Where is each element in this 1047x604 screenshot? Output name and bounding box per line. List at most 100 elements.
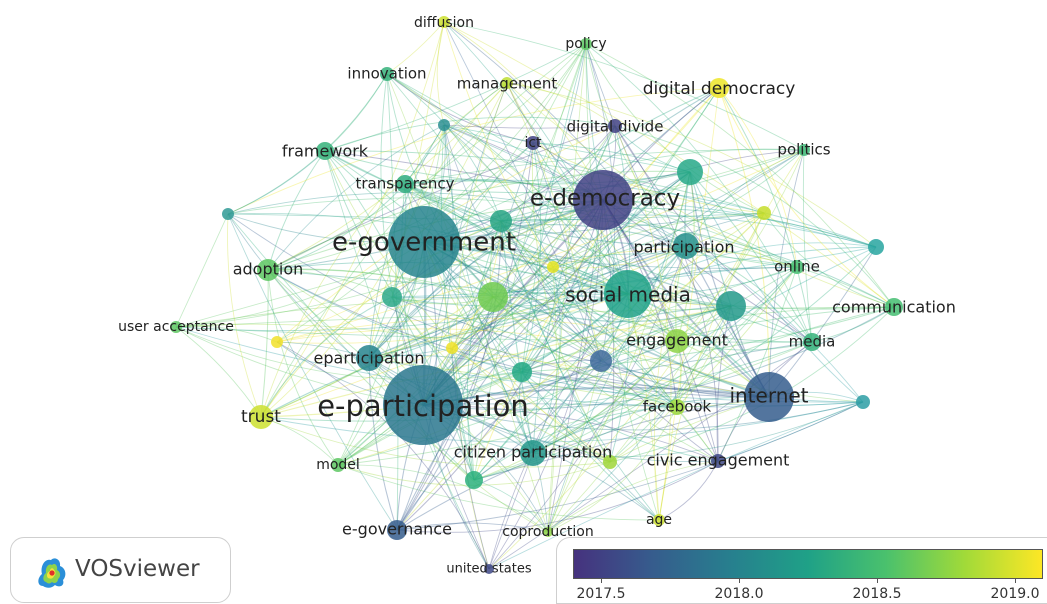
network-link bbox=[276, 328, 770, 398]
keyword-node-online[interactable] bbox=[790, 260, 804, 274]
keyword-node[interactable] bbox=[271, 336, 283, 348]
network-link bbox=[521, 306, 895, 373]
network-link bbox=[717, 266, 798, 462]
network-link bbox=[396, 460, 719, 533]
keyword-node-age[interactable] bbox=[653, 514, 665, 526]
keyword-label-ict[interactable]: ict bbox=[524, 135, 542, 151]
keyword-node-social-media[interactable] bbox=[604, 270, 652, 318]
keyword-node-digital-divide[interactable] bbox=[608, 119, 622, 133]
keyword-node-user-acceptance[interactable] bbox=[170, 321, 182, 333]
keyword-label-trust[interactable]: trust bbox=[241, 407, 281, 427]
keyword-node-transparency[interactable] bbox=[396, 175, 414, 193]
keyword-label-digital-democracy[interactable]: digital democracy bbox=[643, 79, 796, 99]
network-link bbox=[506, 82, 877, 248]
keyword-label-coproduction[interactable]: coproduction bbox=[502, 524, 593, 540]
network-link bbox=[423, 214, 877, 248]
keyword-node[interactable] bbox=[478, 282, 508, 312]
network-link bbox=[260, 305, 732, 418]
keyword-node[interactable] bbox=[677, 159, 703, 185]
keyword-label-social-media[interactable]: social media bbox=[565, 283, 691, 307]
keyword-node-citizen-participation[interactable] bbox=[520, 440, 546, 466]
network-link bbox=[423, 148, 805, 243]
keyword-node-eparticipation[interactable] bbox=[356, 345, 382, 371]
keyword-node[interactable] bbox=[490, 210, 512, 232]
keyword-node-media[interactable] bbox=[803, 333, 821, 351]
keyword-label-united-states[interactable]: united states bbox=[446, 562, 532, 577]
network-link bbox=[614, 125, 719, 462]
keyword-node-participation[interactable] bbox=[673, 233, 699, 259]
keyword-label-framework[interactable]: framework bbox=[282, 142, 369, 161]
network-link bbox=[423, 241, 770, 398]
keyword-node-diffusion[interactable] bbox=[438, 16, 450, 28]
keyword-node-facebook[interactable] bbox=[669, 399, 685, 415]
keyword-label-e-participation[interactable]: e-participation bbox=[317, 389, 529, 423]
network-link bbox=[488, 452, 534, 570]
keyword-label-model[interactable]: model bbox=[316, 457, 360, 473]
network-link bbox=[602, 199, 877, 248]
network-link bbox=[368, 266, 798, 359]
keyword-node-digital-democracy[interactable] bbox=[709, 78, 729, 98]
network-link bbox=[492, 296, 719, 462]
keyword-label-online[interactable]: online bbox=[774, 258, 820, 276]
keyword-node-model[interactable] bbox=[331, 458, 345, 472]
keyword-node-policy[interactable] bbox=[580, 38, 592, 50]
keyword-label-management[interactable]: management bbox=[457, 75, 558, 93]
keyword-node[interactable] bbox=[856, 395, 870, 409]
keyword-node[interactable] bbox=[868, 239, 884, 255]
keyword-label-civic-engagement[interactable]: civic engagement bbox=[647, 451, 790, 470]
keyword-label-innovation[interactable]: innovation bbox=[347, 65, 426, 83]
keyword-node[interactable] bbox=[222, 208, 234, 220]
keyword-node-engagement[interactable] bbox=[665, 329, 689, 353]
keyword-node-e-governance[interactable] bbox=[387, 520, 407, 540]
keyword-label-age[interactable]: age bbox=[646, 512, 672, 528]
keyword-node-coproduction[interactable] bbox=[543, 527, 553, 537]
keyword-node-e-government[interactable] bbox=[388, 206, 460, 278]
keyword-node-e-participation[interactable] bbox=[383, 365, 463, 445]
keyword-node-civic-engagement[interactable] bbox=[711, 454, 725, 468]
keyword-node-management[interactable] bbox=[501, 77, 513, 89]
keyword-node-e-democracy[interactable] bbox=[573, 170, 633, 230]
keyword-label-eparticipation[interactable]: eparticipation bbox=[314, 349, 425, 368]
keyword-node-ict[interactable] bbox=[526, 136, 540, 150]
keyword-label-e-government[interactable]: e-government bbox=[332, 228, 516, 258]
keyword-label-participation[interactable]: participation bbox=[633, 238, 734, 257]
keyword-node-framework[interactable] bbox=[316, 142, 334, 160]
keyword-label-communication[interactable]: communication bbox=[832, 298, 956, 317]
network-link bbox=[521, 371, 719, 462]
keyword-label-transparency[interactable]: transparency bbox=[356, 175, 455, 193]
keyword-node-trust[interactable] bbox=[249, 405, 273, 429]
keyword-node[interactable] bbox=[590, 350, 612, 372]
keyword-label-adoption[interactable]: adoption bbox=[233, 260, 304, 279]
keyword-label-citizen-participation[interactable]: citizen participation bbox=[454, 443, 613, 462]
keyword-node-adoption[interactable] bbox=[257, 259, 279, 281]
keyword-label-user-acceptance[interactable]: user acceptance bbox=[118, 319, 234, 335]
network-link bbox=[473, 396, 770, 481]
network-link bbox=[267, 269, 475, 481]
keyword-label-e-governance[interactable]: e-governance bbox=[342, 520, 452, 539]
keyword-node[interactable] bbox=[716, 291, 746, 321]
keyword-label-politics[interactable]: politics bbox=[777, 141, 830, 159]
keyword-label-internet[interactable]: internet bbox=[729, 384, 808, 408]
keyword-node-politics[interactable] bbox=[798, 144, 810, 156]
keyword-node[interactable] bbox=[382, 287, 402, 307]
keyword-node[interactable] bbox=[757, 206, 771, 220]
keyword-node-united-states[interactable] bbox=[484, 564, 494, 574]
network-link bbox=[260, 21, 445, 418]
keyword-node[interactable] bbox=[547, 261, 559, 273]
keyword-label-facebook[interactable]: facebook bbox=[643, 398, 712, 416]
keyword-node[interactable] bbox=[512, 362, 532, 382]
keyword-label-media[interactable]: media bbox=[789, 333, 836, 351]
keyword-node[interactable] bbox=[438, 119, 450, 131]
network-link bbox=[391, 296, 678, 408]
keyword-label-diffusion[interactable]: diffusion bbox=[414, 15, 474, 31]
keyword-label-digital-divide[interactable]: digital divide bbox=[567, 118, 664, 136]
keyword-label-engagement[interactable]: engagement bbox=[626, 331, 728, 350]
keyword-node[interactable] bbox=[603, 455, 617, 469]
keyword-label-policy[interactable]: policy bbox=[565, 36, 606, 52]
keyword-node[interactable] bbox=[446, 342, 458, 354]
keyword-node-internet[interactable] bbox=[744, 372, 794, 422]
keyword-label-e-democracy[interactable]: e-democracy bbox=[530, 186, 680, 212]
keyword-node-innovation[interactable] bbox=[380, 67, 394, 81]
keyword-node[interactable] bbox=[465, 471, 483, 489]
keyword-node-communication[interactable] bbox=[885, 298, 903, 316]
